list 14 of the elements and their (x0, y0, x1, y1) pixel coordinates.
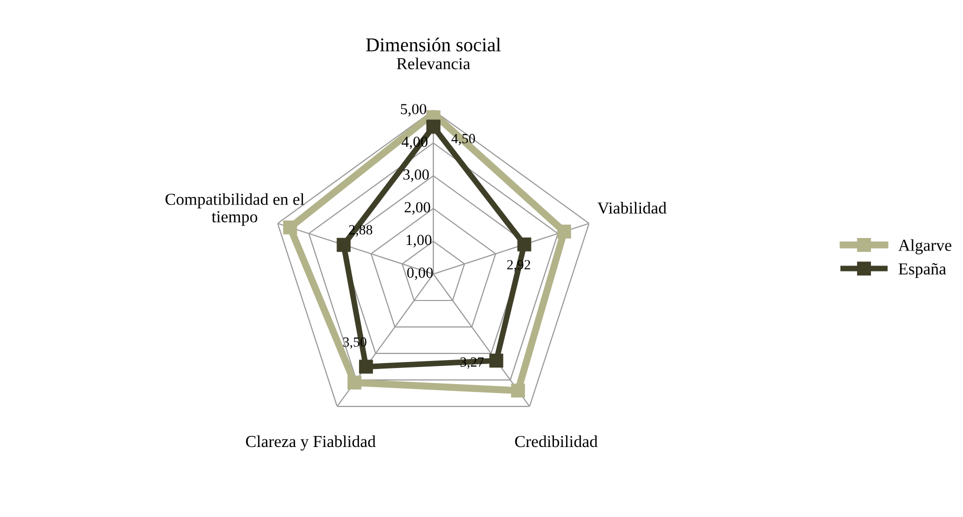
legend-label: Algarve (898, 239, 952, 254)
legend-label: España (898, 263, 946, 278)
spoke-label: Clareza y Fiablidad (246, 435, 376, 451)
y-tick-label: 0,00 (407, 268, 433, 280)
spoke-label: Relevancia (396, 58, 470, 70)
data-label: 4,50 (451, 134, 475, 146)
spoke-label: Credibilidad (515, 435, 598, 448)
y-tick-label: 5,00 (400, 104, 426, 116)
y-tick-label: 1,00 (406, 234, 432, 248)
spoke-label: Viabilidad (597, 202, 666, 214)
y-tick-label: 2,00 (404, 202, 430, 215)
y-tick-label: 3,00 (403, 169, 429, 182)
spoke-label: Compatibilidad en el tiempo (166, 193, 304, 226)
chart-title: Dimensión social (366, 38, 501, 52)
